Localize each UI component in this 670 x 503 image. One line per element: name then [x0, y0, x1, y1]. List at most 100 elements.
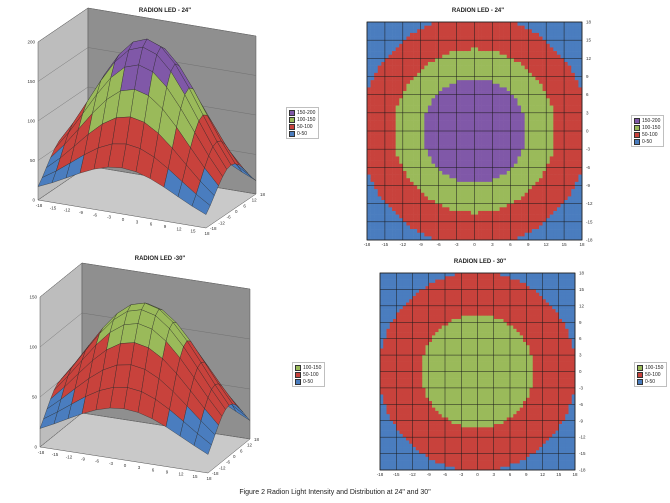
contour-cell	[406, 391, 410, 395]
contour-cell	[506, 210, 511, 215]
contour-cell	[442, 156, 447, 161]
contour-cell	[531, 160, 536, 164]
contour-cell	[406, 322, 410, 326]
contour-cell	[524, 207, 529, 212]
contour-cell	[383, 312, 387, 316]
contour-cell	[370, 229, 375, 234]
contour-cell	[488, 196, 493, 201]
contour-cell	[463, 80, 468, 85]
contour-cell	[438, 54, 443, 59]
contour-cell	[456, 134, 461, 139]
contour-cell	[410, 40, 414, 45]
contour-cell	[395, 76, 400, 81]
contour-cell	[460, 131, 465, 135]
contour-cell	[399, 299, 404, 303]
contour-cell	[413, 232, 418, 237]
contour-cell	[478, 47, 482, 52]
contour-cell	[396, 430, 400, 435]
contour-cell	[384, 127, 389, 132]
contour-cell	[521, 116, 525, 121]
contour-cell	[499, 123, 504, 128]
contour-cell	[438, 141, 443, 146]
contour-cell	[419, 345, 423, 349]
contour-cell	[435, 189, 439, 194]
contour-cell	[428, 397, 433, 402]
contour-cell	[422, 371, 426, 376]
contour-cell	[395, 29, 400, 34]
contour-cell	[374, 51, 379, 55]
contour-cell	[406, 170, 411, 175]
contour-cell	[528, 218, 533, 223]
contour-cell	[521, 109, 525, 114]
contour-cell	[419, 443, 423, 448]
contour-cell	[539, 225, 543, 230]
contour-cell	[413, 174, 418, 179]
contour-cell	[410, 109, 414, 114]
contour-cell	[506, 91, 511, 95]
contour-cell	[470, 200, 475, 204]
contour-cell	[492, 141, 497, 146]
contour-cell	[389, 361, 394, 366]
contour-cell	[392, 87, 396, 92]
contour-cell	[370, 72, 375, 77]
contour-cell	[539, 40, 543, 45]
contour-cell	[388, 131, 393, 135]
contour-cell	[410, 69, 414, 74]
contour-cell	[399, 152, 404, 157]
contour-cell	[535, 218, 540, 223]
contour-cell	[383, 295, 387, 300]
contour-cell	[517, 87, 522, 92]
contour-cell	[374, 43, 379, 48]
contour-cell	[367, 91, 371, 95]
contour-cell	[453, 138, 457, 143]
contour-cell	[399, 387, 404, 392]
y-tick-label: 18	[260, 192, 266, 197]
contour-cell	[467, 207, 472, 212]
contour-cell	[517, 40, 522, 45]
contour-cell	[381, 185, 386, 190]
contour-cell	[506, 160, 511, 164]
contour-cell	[380, 309, 384, 313]
contour-cell	[367, 127, 371, 132]
contour-cell	[370, 36, 375, 41]
contour-cell	[388, 236, 393, 241]
contour-cell	[431, 87, 436, 92]
contour-cell	[420, 105, 425, 110]
contour-cell	[424, 174, 429, 179]
contour-cell	[438, 91, 443, 95]
contour-cell	[413, 200, 418, 204]
contour-cell	[506, 203, 511, 208]
contour-cell	[492, 123, 497, 128]
contour-cell	[406, 394, 410, 399]
contour-cell	[521, 152, 525, 157]
contour-cell	[419, 404, 423, 408]
contour-cell	[463, 167, 468, 172]
contour-cell	[460, 127, 465, 132]
contour-cell	[478, 160, 482, 164]
contour-cell	[456, 101, 461, 106]
contour-cell	[392, 218, 396, 223]
contour-cell	[417, 134, 422, 139]
contour-cell	[539, 76, 543, 81]
contour-cell	[535, 29, 540, 34]
contour-cell	[499, 109, 504, 114]
contour-cell	[438, 156, 443, 161]
contour-cell	[380, 440, 384, 445]
contour-cell	[395, 185, 400, 190]
contour-cell	[449, 40, 454, 45]
contour-cell	[488, 25, 493, 30]
contour-cell	[399, 116, 404, 121]
contour-cell	[460, 134, 465, 139]
contour-cell	[381, 131, 386, 135]
contour-cell	[374, 22, 379, 26]
contour-cell	[413, 120, 418, 125]
contour-cell	[413, 192, 418, 197]
contour-cell	[542, 58, 547, 63]
contour-cell	[402, 273, 407, 277]
contour-cell	[383, 361, 387, 366]
contour-cell	[453, 141, 457, 146]
contour-cell	[456, 189, 461, 194]
contour-cell	[374, 76, 379, 81]
contour-cell	[384, 196, 389, 201]
